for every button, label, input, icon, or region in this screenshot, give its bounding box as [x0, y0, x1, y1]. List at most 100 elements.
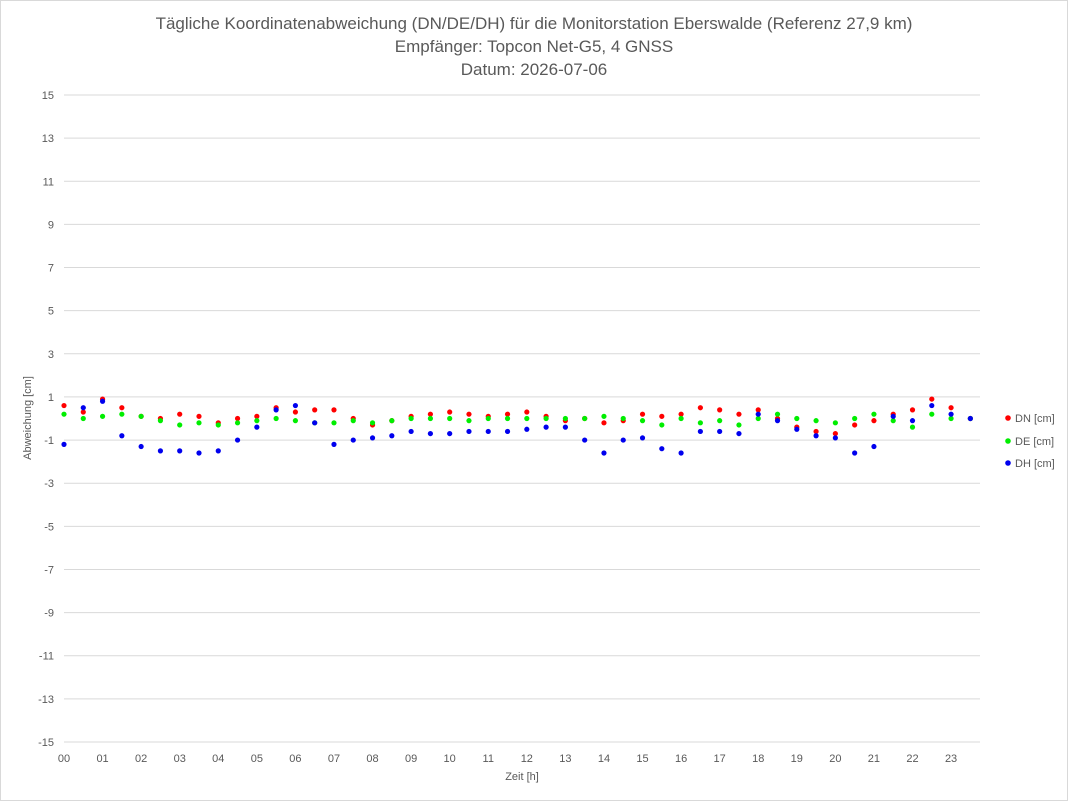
data-point — [312, 420, 318, 426]
data-point — [254, 424, 260, 430]
data-point — [678, 450, 684, 456]
data-point — [466, 418, 472, 424]
data-points — [61, 396, 973, 456]
data-point — [80, 415, 86, 422]
data-point — [234, 420, 241, 426]
data-point — [678, 411, 684, 417]
chart-title: Tägliche Koordinatenabweichung (DN/DE/DH… — [156, 14, 913, 33]
data-point — [234, 415, 241, 422]
data-point — [196, 420, 202, 426]
data-point — [331, 441, 337, 447]
y-tick-labels: 15 13 11 9 7 5 3 1 -1 -3 -5 -7 -9 -11 -13 -15 — [38, 90, 54, 749]
x-tick-label: 08 — [366, 753, 378, 765]
x-tick-label: 16 — [675, 753, 687, 765]
data-point — [620, 437, 626, 443]
data-point — [929, 402, 935, 409]
data-point — [447, 415, 453, 422]
data-point — [582, 415, 588, 422]
data-point — [215, 448, 221, 454]
data-point — [852, 450, 858, 456]
data-point — [524, 426, 530, 432]
data-point — [755, 407, 761, 413]
x-tick-label: 11 — [483, 753, 494, 765]
chart-subtitle-date: Datum: 2026-07-06 — [461, 60, 607, 79]
data-point — [99, 413, 106, 419]
data-point — [234, 437, 241, 443]
data-point — [61, 441, 67, 447]
data-point — [119, 433, 125, 439]
data-point — [659, 422, 665, 428]
data-point — [697, 420, 703, 426]
series-dn — [61, 396, 973, 437]
data-point — [736, 430, 742, 437]
x-tick-label: 22 — [906, 753, 918, 765]
data-point — [601, 420, 607, 426]
y-tick-label: -11 — [39, 651, 54, 663]
x-tick-label: 14 — [598, 753, 610, 765]
data-point — [639, 411, 646, 417]
data-point — [562, 415, 568, 422]
data-point — [369, 435, 376, 441]
data-point — [717, 428, 723, 435]
y-tick-label: -1 — [44, 435, 54, 447]
data-point — [427, 415, 433, 422]
legend-label: DE [cm] — [1015, 436, 1054, 448]
data-point — [543, 424, 549, 430]
data-point — [948, 405, 954, 411]
data-point — [832, 435, 838, 441]
data-point — [601, 413, 607, 419]
data-point — [312, 407, 318, 413]
data-point — [254, 418, 260, 424]
x-tick-label: 13 — [559, 753, 571, 765]
data-point — [524, 409, 530, 415]
data-point — [639, 418, 646, 424]
data-point — [717, 418, 723, 424]
data-point — [447, 430, 453, 437]
data-point — [755, 411, 761, 417]
data-point — [466, 411, 472, 417]
x-tick-label: 12 — [521, 753, 533, 765]
legend-label: DN [cm] — [1015, 413, 1055, 425]
y-tick-label: 3 — [48, 349, 54, 361]
data-point — [504, 428, 511, 435]
data-point — [929, 411, 935, 417]
data-point — [447, 409, 453, 415]
data-point — [350, 418, 356, 424]
data-point — [890, 418, 896, 424]
y-tick-label: 13 — [42, 133, 54, 145]
chart-subtitle-receiver: Empfänger: Topcon Net-G5, 4 GNSS — [395, 37, 673, 56]
data-point — [717, 407, 723, 413]
data-point — [138, 443, 144, 450]
data-point — [196, 413, 202, 419]
data-point — [832, 420, 838, 426]
y-tick-label: 5 — [48, 306, 54, 318]
data-point — [369, 420, 376, 426]
y-tick-label: -9 — [44, 608, 54, 620]
data-point — [157, 448, 164, 454]
data-point — [504, 415, 511, 422]
data-point — [774, 411, 781, 417]
data-point — [794, 415, 800, 422]
x-tick-label: 07 — [328, 753, 340, 765]
legend-marker — [1005, 460, 1011, 466]
data-point — [659, 446, 665, 452]
data-point — [292, 418, 299, 424]
data-point — [659, 413, 665, 419]
data-point — [408, 428, 414, 435]
data-point — [678, 415, 684, 422]
data-point — [871, 411, 877, 417]
data-point — [871, 443, 877, 450]
data-point — [80, 409, 86, 415]
data-point — [890, 413, 896, 419]
data-point — [813, 433, 819, 439]
x-tick-label: 15 — [636, 753, 648, 765]
data-point — [794, 426, 800, 432]
data-point — [504, 411, 511, 417]
data-point — [119, 411, 125, 417]
x-tick-labels: 00 01 02 03 04 05 06 07 08 09 10 11 12 13 14 15 16 17 18 19… — [58, 753, 957, 765]
data-point — [909, 418, 916, 424]
y-axis-title: Abweichung [cm] — [22, 376, 34, 460]
data-point — [524, 415, 530, 422]
data-point — [99, 398, 106, 404]
